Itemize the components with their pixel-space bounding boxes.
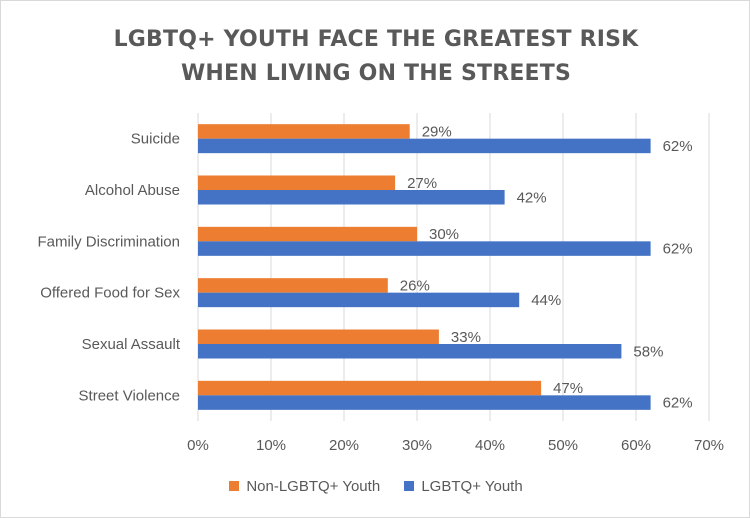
y-category-label-2: Family Discrimination — [37, 233, 180, 250]
bar-lgbtq-3 — [198, 292, 520, 308]
chart-title-line-2: WHEN LIVING ON THE STREETS — [180, 61, 572, 86]
y-category-label-1: Alcohol Abuse — [85, 182, 180, 199]
x-tick-label-4: 40% — [475, 437, 505, 454]
legend-item-non-lgbtq: Non-LGBTQ+ Youth — [229, 478, 380, 495]
bar-non-lgbtq-3 — [198, 278, 388, 293]
bar-non-lgbtq-4 — [198, 329, 439, 344]
legend-item-lgbtq: LGBTQ+ Youth — [404, 478, 523, 495]
y-category-label-5: Street Violence — [79, 387, 180, 404]
data-label-lgbtq-5: 62% — [663, 395, 693, 412]
bar-lgbtq-2 — [198, 241, 651, 256]
y-category-label-0: Suicide — [131, 131, 180, 148]
data-label-non-lgbtq-4: 33% — [451, 329, 481, 346]
x-tick-label-2: 20% — [329, 437, 359, 454]
y-category-label-3: Offered Food for Sex — [40, 285, 180, 302]
data-label-lgbtq-1: 42% — [517, 189, 547, 206]
data-label-lgbtq-3: 44% — [531, 292, 561, 309]
x-tick-label-7: 70% — [694, 437, 724, 454]
bar-lgbtq-0 — [198, 138, 651, 154]
bar-non-lgbtq-5 — [198, 380, 542, 396]
y-category-label-4: Sexual Assault — [82, 336, 181, 353]
bar-non-lgbtq-2 — [198, 226, 417, 242]
bar-non-lgbtq-0 — [198, 124, 410, 139]
data-label-lgbtq-4: 58% — [633, 343, 663, 360]
bar-lgbtq-1 — [198, 190, 505, 205]
bar-non-lgbtq-1 — [198, 175, 396, 190]
legend-label-lgbtq: LGBTQ+ Youth — [421, 478, 523, 495]
x-tick-label-3: 30% — [402, 437, 432, 454]
bar-lgbtq-4 — [198, 344, 622, 359]
x-tick-label-6: 60% — [621, 437, 651, 454]
data-label-non-lgbtq-1: 27% — [407, 175, 437, 192]
legend-label-non-lgbtq: Non-LGBTQ+ Youth — [246, 478, 381, 495]
chart-title: LGBTQ+ YOUTH FACE THE GREATEST RISK WHEN… — [1, 23, 750, 91]
x-tick-label-0: 0% — [187, 437, 209, 454]
data-label-non-lgbtq-2: 30% — [429, 226, 459, 243]
x-tick-label-1: 10% — [256, 437, 286, 454]
x-tick-label-5: 50% — [548, 437, 578, 454]
legend-swatch-lgbtq — [404, 481, 415, 491]
bar-lgbtq-5 — [198, 395, 651, 410]
data-label-lgbtq-0: 62% — [663, 138, 693, 155]
data-label-lgbtq-2: 62% — [663, 241, 693, 258]
legend: Non-LGBTQ+ Youth LGBTQ+ Youth — [1, 478, 750, 495]
chart-title-line-1: LGBTQ+ YOUTH FACE THE GREATEST RISK — [113, 27, 639, 52]
data-label-non-lgbtq-3: 26% — [400, 277, 430, 294]
legend-swatch-non-lgbtq — [229, 481, 240, 491]
plot-area: 0% 10% 20% 30% 40% 50% 60% 70% Suicide 29% 62% Alco… — [37, 113, 724, 454]
data-label-non-lgbtq-0: 29% — [422, 123, 452, 140]
data-label-non-lgbtq-5: 47% — [553, 380, 583, 397]
